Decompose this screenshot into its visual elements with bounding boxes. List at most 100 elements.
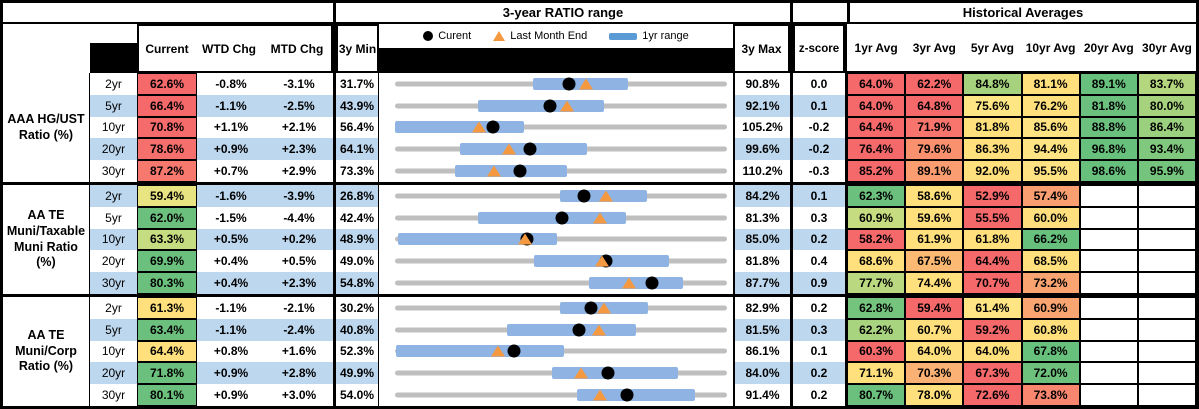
- current-dot-marker: [584, 301, 598, 315]
- vertical-divider: [333, 384, 336, 406]
- last-month-triangle-marker: [486, 165, 501, 177]
- wtd-chg-cell: +0.9%: [197, 362, 265, 385]
- range-chart-cell: [379, 73, 733, 95]
- last-month-triangle-marker: [578, 78, 593, 90]
- avg-cell: 61.8%: [963, 228, 1022, 251]
- tenor-cell: 30yr: [90, 272, 137, 294]
- rows-container: 2yr 62.6% -0.8% -3.1% 31.7% 90.8% 0.0 64.0% 62.2…: [90, 73, 1196, 182]
- z-score-cell: 0.1: [810, 344, 828, 359]
- current-cell: 69.9%: [137, 250, 197, 273]
- vertical-divider: [845, 340, 847, 363]
- avg-cell: 81.1%: [1021, 73, 1080, 95]
- last-month-triangle-marker: [622, 277, 637, 289]
- avg-cell: 80.0%: [1137, 94, 1196, 117]
- avg-cell: 64.0%: [847, 73, 906, 95]
- wtd-chg-cell: -1.1%: [215, 300, 247, 315]
- avg-cell: 85.6%: [1021, 116, 1080, 139]
- 3y-max-cell: 84.2%: [733, 185, 790, 207]
- 3y-min-cell: 48.9%: [336, 228, 379, 251]
- avg-cell: 59.4%: [905, 297, 964, 319]
- 3y-max-header: 3y Max: [733, 24, 790, 73]
- vertical-divider: [845, 73, 847, 95]
- current-cell: 59.4%: [137, 185, 197, 207]
- 3y-max-cell: 81.8%: [733, 250, 790, 273]
- range-chart-cell: [379, 185, 733, 207]
- vertical-divider: [333, 116, 336, 139]
- range-chart-cell: [379, 362, 733, 385]
- current-cell: 80.3%: [137, 272, 197, 294]
- 3y-min-cell: 43.9%: [336, 94, 379, 117]
- avg-cell: 89.1%: [905, 160, 964, 182]
- z-score-cell: -0.3: [808, 164, 830, 179]
- one-year-range-bar: [478, 211, 627, 224]
- range-chart-cell: [379, 384, 733, 406]
- avg-cell: 61.9%: [905, 228, 964, 251]
- one-year-range-bar: [478, 99, 605, 112]
- avg-cell: 92.0%: [963, 160, 1022, 182]
- avg-cell: [1137, 384, 1196, 406]
- vertical-divider: [790, 318, 793, 341]
- title-band-left-spacer: [3, 3, 333, 22]
- ratio-range-section-title: 3-year RATIO range: [333, 3, 793, 22]
- vertical-divider: [845, 228, 847, 251]
- vertical-divider: [790, 297, 793, 319]
- last-month-triangle-marker: [491, 345, 506, 357]
- change-columns-header-box: Current WTD Chg MTD Chg: [137, 24, 333, 73]
- current-cell: 62.0%: [137, 206, 197, 229]
- one-year-range-bar: [395, 345, 564, 358]
- wtd-chg-cell: +0.4%: [197, 272, 265, 294]
- vertical-divider: [333, 160, 336, 182]
- group-column-header-spacer: [3, 24, 90, 73]
- avg-cell: 85.2%: [847, 160, 906, 182]
- avg-cell: 64.0%: [963, 340, 1022, 363]
- range-chart-cell: [379, 250, 733, 273]
- mtd-chg-cell: +1.6%: [281, 344, 317, 359]
- group-label-line: Ratio (%): [18, 359, 74, 374]
- avg-cell: [1137, 206, 1196, 229]
- avg-header-5yr: 5yr Avg: [970, 40, 1014, 55]
- avg-cell: 64.0%: [847, 94, 906, 117]
- current-dot-marker: [543, 99, 557, 113]
- avg-cell: 88.8%: [1079, 116, 1138, 139]
- range-track: [395, 392, 727, 398]
- rows-container: 2yr 59.4% -1.6% -3.9% 26.8% 84.2% 0.1 62.3% 58.6…: [90, 185, 1196, 294]
- avg-cell: 94.4%: [1021, 138, 1080, 161]
- wtd-chg-cell: -1.5%: [215, 210, 247, 225]
- avg-header-1yr: 1yr Avg: [854, 40, 898, 55]
- vertical-divider: [333, 297, 336, 319]
- mtd-chg-cell: -2.1%: [283, 300, 315, 315]
- 3y-max-cell: 110.2%: [733, 160, 790, 182]
- avg-cell: 72.0%: [1021, 362, 1080, 385]
- chart-header-black-bar: [379, 48, 733, 73]
- table-row: 5yr 62.0% -1.5% -4.4% 42.4% 81.3% 0.3 60.9% 59.6…: [90, 206, 1196, 229]
- avg-cell: 58.6%: [905, 185, 964, 207]
- avg-cell: [1079, 272, 1138, 294]
- range-chart-cell: [379, 318, 733, 341]
- z-score-cell: 0.3: [793, 318, 845, 341]
- data-rows-area: AAA HG/UST Ratio (%) 2yr 62.6% -0.8% -3.1% 31.…: [3, 73, 1196, 406]
- mtd-chg-cell: +2.1%: [281, 120, 317, 135]
- last-month-triangle-marker: [591, 324, 606, 336]
- table-row: 2yr 62.6% -0.8% -3.1% 31.7% 90.8% 0.0 64.0% 62.2…: [90, 73, 1196, 95]
- current-cell: 66.4%: [137, 94, 197, 117]
- mtd-chg-cell: -4.4%: [283, 210, 315, 225]
- avg-cell: 83.7%: [1137, 73, 1196, 95]
- wtd-chg-cell: +0.9%: [197, 138, 265, 161]
- tenor-cell: 2yr: [90, 185, 137, 207]
- vertical-divider: [790, 384, 793, 406]
- group-label-line: Ratio (%): [18, 127, 74, 142]
- current-dot-marker: [601, 366, 615, 380]
- range-chart-cell: [379, 116, 733, 139]
- last-month-triangle-marker: [560, 100, 575, 112]
- 3y-min-cell: 31.7%: [336, 73, 379, 95]
- table-row: 30yr 80.3% +0.4% +2.3% 54.8% 87.7% 0.9 77.7% 74.…: [90, 272, 1196, 294]
- range-chart-cell: [379, 228, 733, 251]
- legend-1yr-range-item: 1yr range: [609, 30, 689, 42]
- tenor-cell: 5yr: [90, 318, 137, 341]
- 3y-min-cell: 49.9%: [336, 362, 379, 385]
- avg-cell: 59.6%: [905, 206, 964, 229]
- tenor-cell: 10yr: [101, 344, 126, 359]
- vertical-divider: [845, 94, 847, 117]
- 3y-max-cell: 81.3%: [733, 206, 790, 229]
- group-label: AAA HG/UST Ratio (%): [3, 73, 90, 182]
